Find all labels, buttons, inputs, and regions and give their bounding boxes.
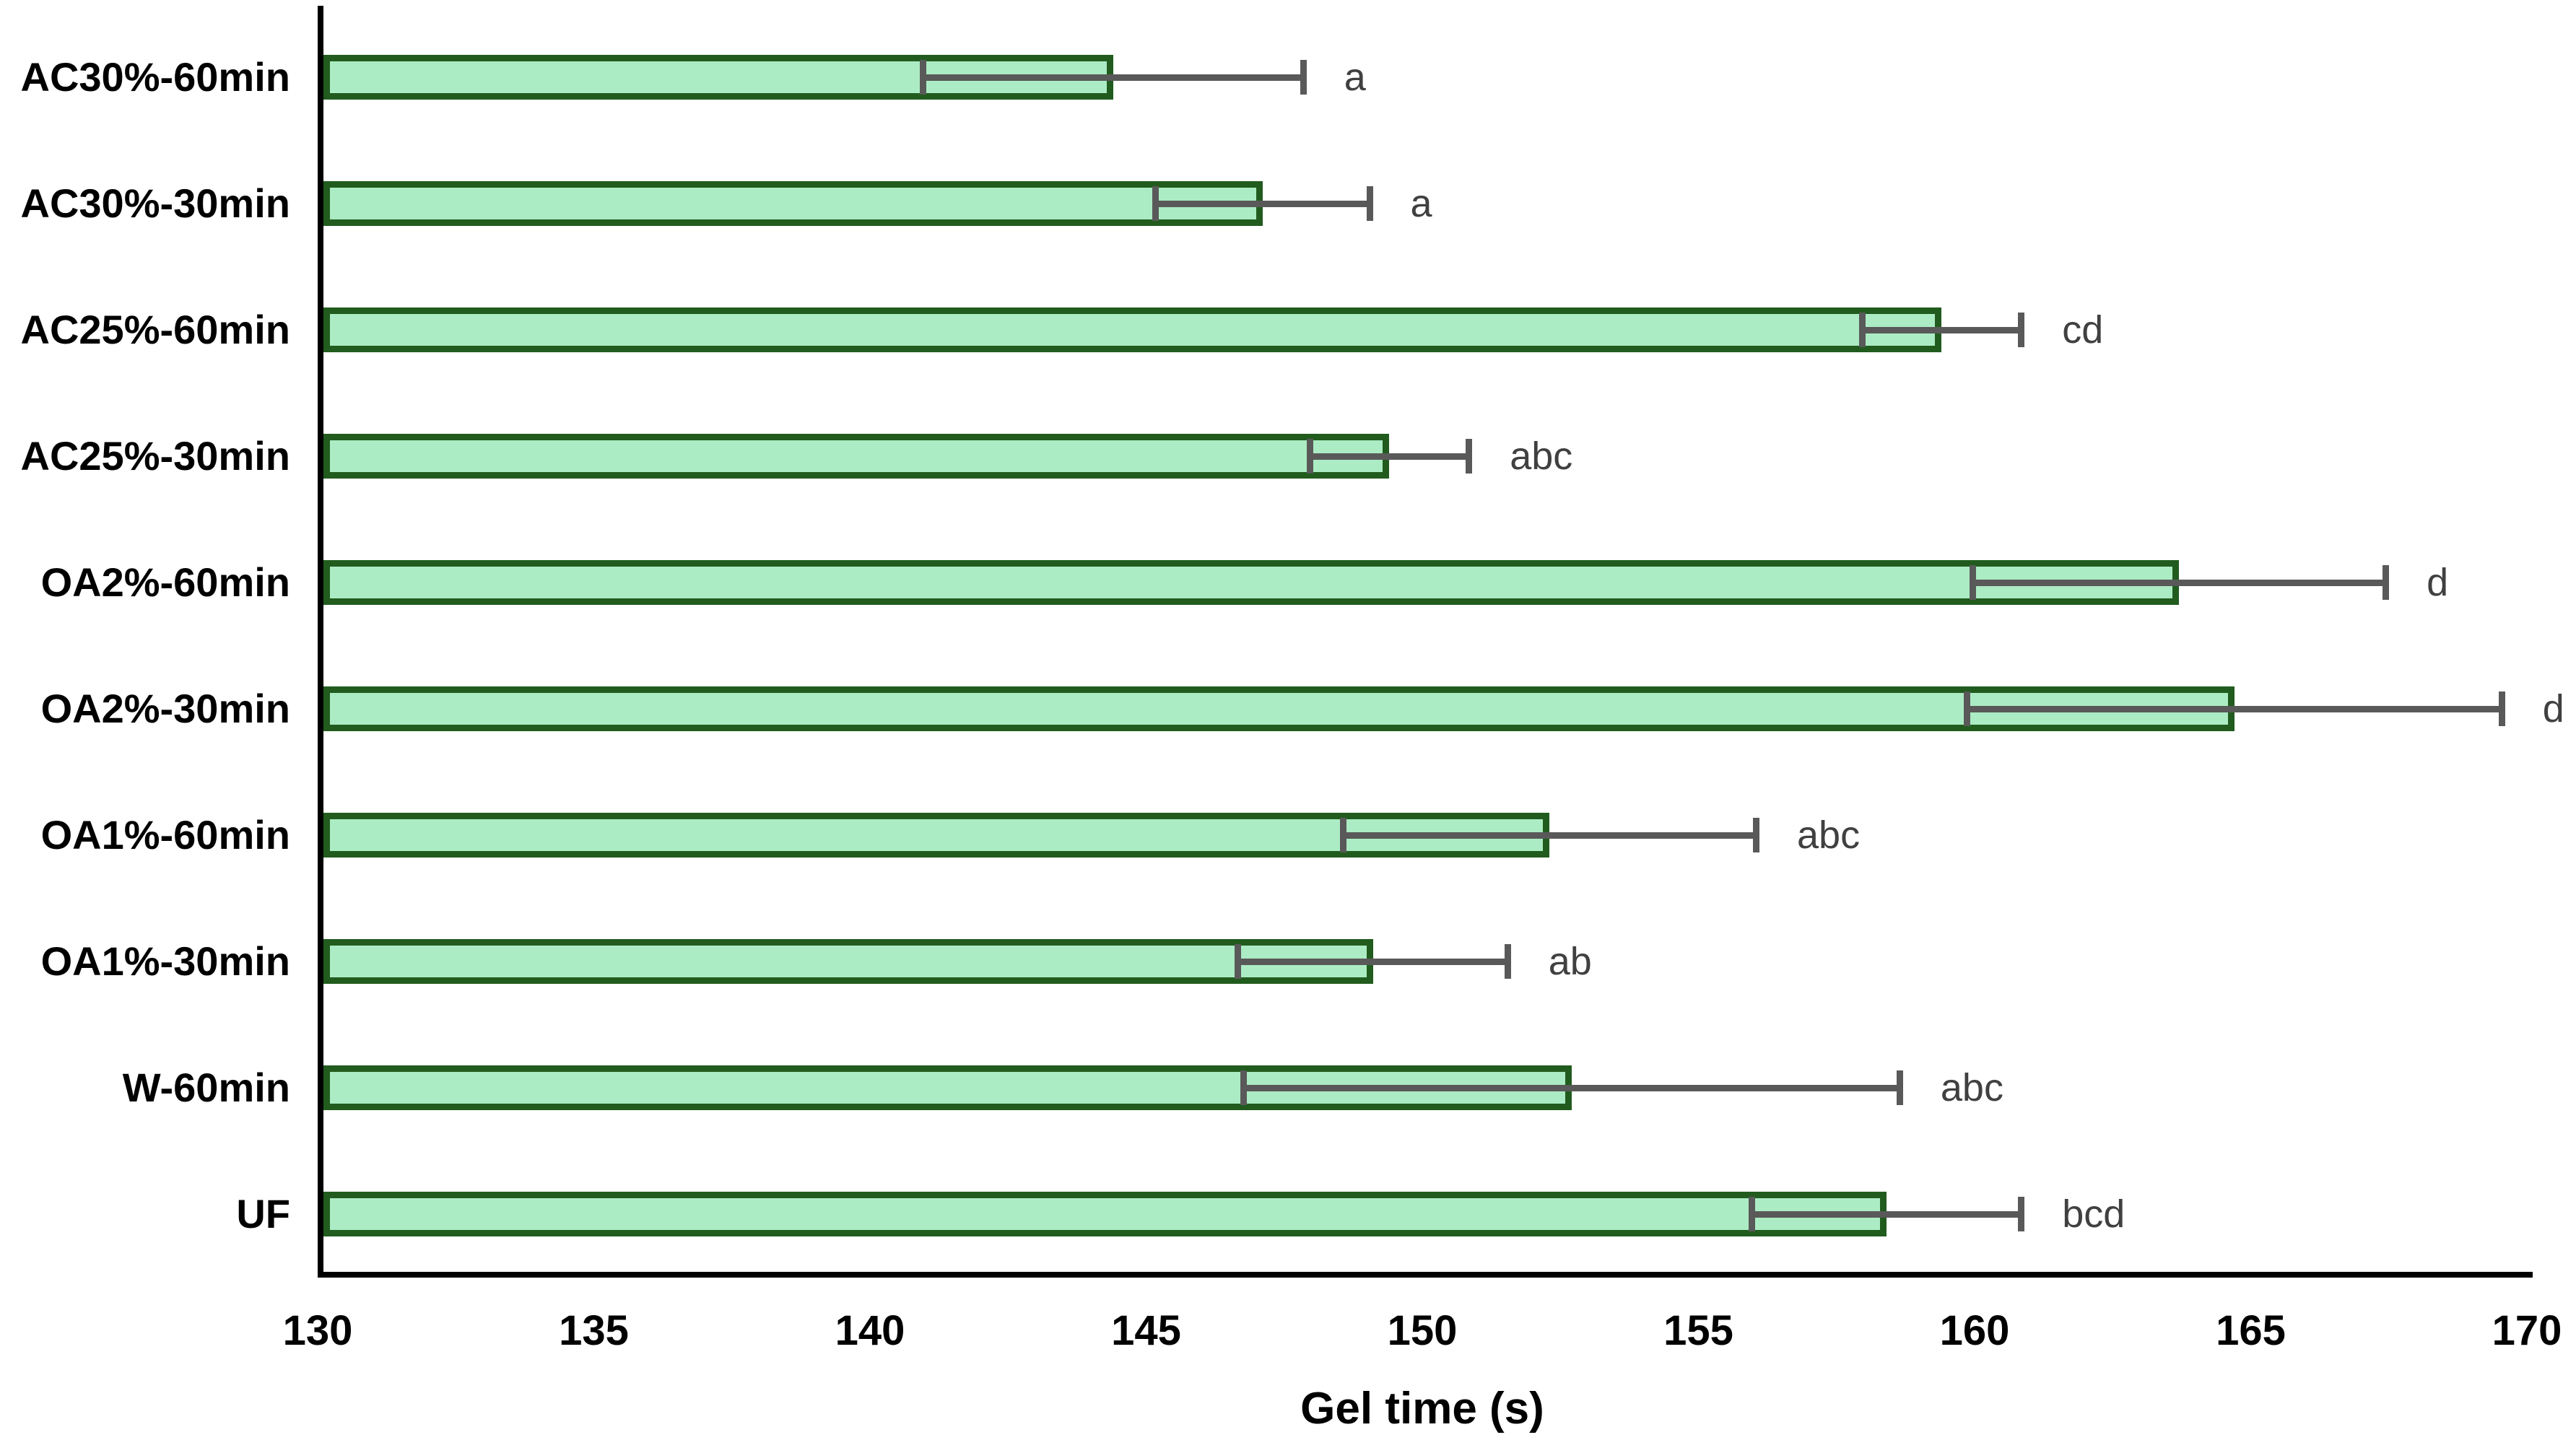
error-bar-OA2%-30min — [1964, 691, 2505, 726]
x-tick-130: 130 — [282, 1307, 353, 1354]
error-bar-AC30%-30min — [1152, 186, 1373, 221]
error-bar-AC30%-60min — [920, 60, 1307, 95]
category-label-AC25%-30min: AC25%-30min — [20, 433, 290, 479]
bar-OA2%-60min — [323, 560, 2180, 605]
x-tick-155: 155 — [1663, 1307, 1733, 1354]
error-bar-OA1%-60min — [1339, 818, 1759, 852]
sig-letter-OA2%-60min: d — [2427, 561, 2449, 604]
category-label-AC30%-60min: AC30%-60min — [20, 54, 290, 100]
bar-AC30%-30min — [323, 181, 1263, 226]
sig-letter-AC25%-30min: abc — [1510, 435, 1573, 478]
sig-letter-W-60min: abc — [1940, 1066, 2003, 1109]
error-bar-OA1%-30min — [1235, 944, 1511, 979]
error-line — [1748, 1211, 2025, 1218]
bar-AC25%-30min — [323, 434, 1390, 479]
error-line — [1306, 453, 1473, 460]
x-tick-160: 160 — [1939, 1307, 2010, 1354]
category-label-W-60min: W-60min — [122, 1065, 290, 1110]
error-line — [1152, 201, 1373, 207]
error-line — [1858, 327, 2025, 333]
category-label-AC30%-30min: AC30%-30min — [20, 180, 290, 226]
y-axis-category-labels: AC30%-60min AC30%-30min AC25%-60min AC25%-3… — [0, 6, 290, 1272]
error-line — [920, 74, 1307, 81]
sig-letter-AC30%-30min: a — [1410, 182, 1432, 225]
error-bar-W-60min — [1240, 1070, 1903, 1105]
sig-letter-AC25%-60min: cd — [2062, 308, 2104, 352]
x-tick-170: 170 — [2492, 1307, 2562, 1354]
category-label-OA2%-60min: OA2%-60min — [40, 559, 290, 605]
sig-letter-OA1%-60min: abc — [1797, 813, 1861, 857]
category-label-OA2%-30min: OA2%-30min — [40, 686, 290, 731]
error-bar-AC25%-60min — [1858, 313, 2025, 347]
error-bar-OA2%-60min — [1969, 565, 2390, 600]
x-tick-140: 140 — [835, 1307, 905, 1354]
error-line — [1240, 1085, 1903, 1091]
bar-AC25%-60min — [323, 307, 1942, 352]
error-line — [1969, 580, 2390, 586]
bar-UF — [323, 1192, 1887, 1236]
error-line — [1339, 832, 1759, 839]
error-bar-UF — [1748, 1197, 2025, 1231]
category-label-OA1%-60min: OA1%-60min — [40, 812, 290, 858]
sig-letter-AC30%-60min: a — [1344, 56, 1366, 99]
plot-area: a a cd abc d d abc ab abc bcd — [318, 6, 2564, 1278]
x-tick-135: 135 — [559, 1307, 629, 1354]
error-line — [1964, 706, 2505, 712]
bar-OA1%-30min — [323, 939, 1373, 984]
error-line — [1235, 959, 1511, 965]
x-tick-150: 150 — [1387, 1307, 1458, 1354]
category-label-OA1%-30min: OA1%-30min — [40, 938, 290, 984]
bar-OA2%-30min — [323, 686, 2235, 731]
x-axis-title: Gel time (s) — [1300, 1384, 1544, 1434]
category-label-AC25%-60min: AC25%-60min — [20, 307, 290, 352]
sig-letter-OA1%-30min: ab — [1548, 940, 1592, 983]
sig-letter-UF: bcd — [2062, 1192, 2125, 1236]
x-tick-145: 145 — [1111, 1307, 1181, 1354]
sig-letter-OA2%-30min: d — [2542, 687, 2564, 730]
category-label-UF: UF — [236, 1191, 290, 1236]
x-tick-165: 165 — [2216, 1307, 2286, 1354]
error-bar-AC25%-30min — [1306, 439, 1473, 474]
